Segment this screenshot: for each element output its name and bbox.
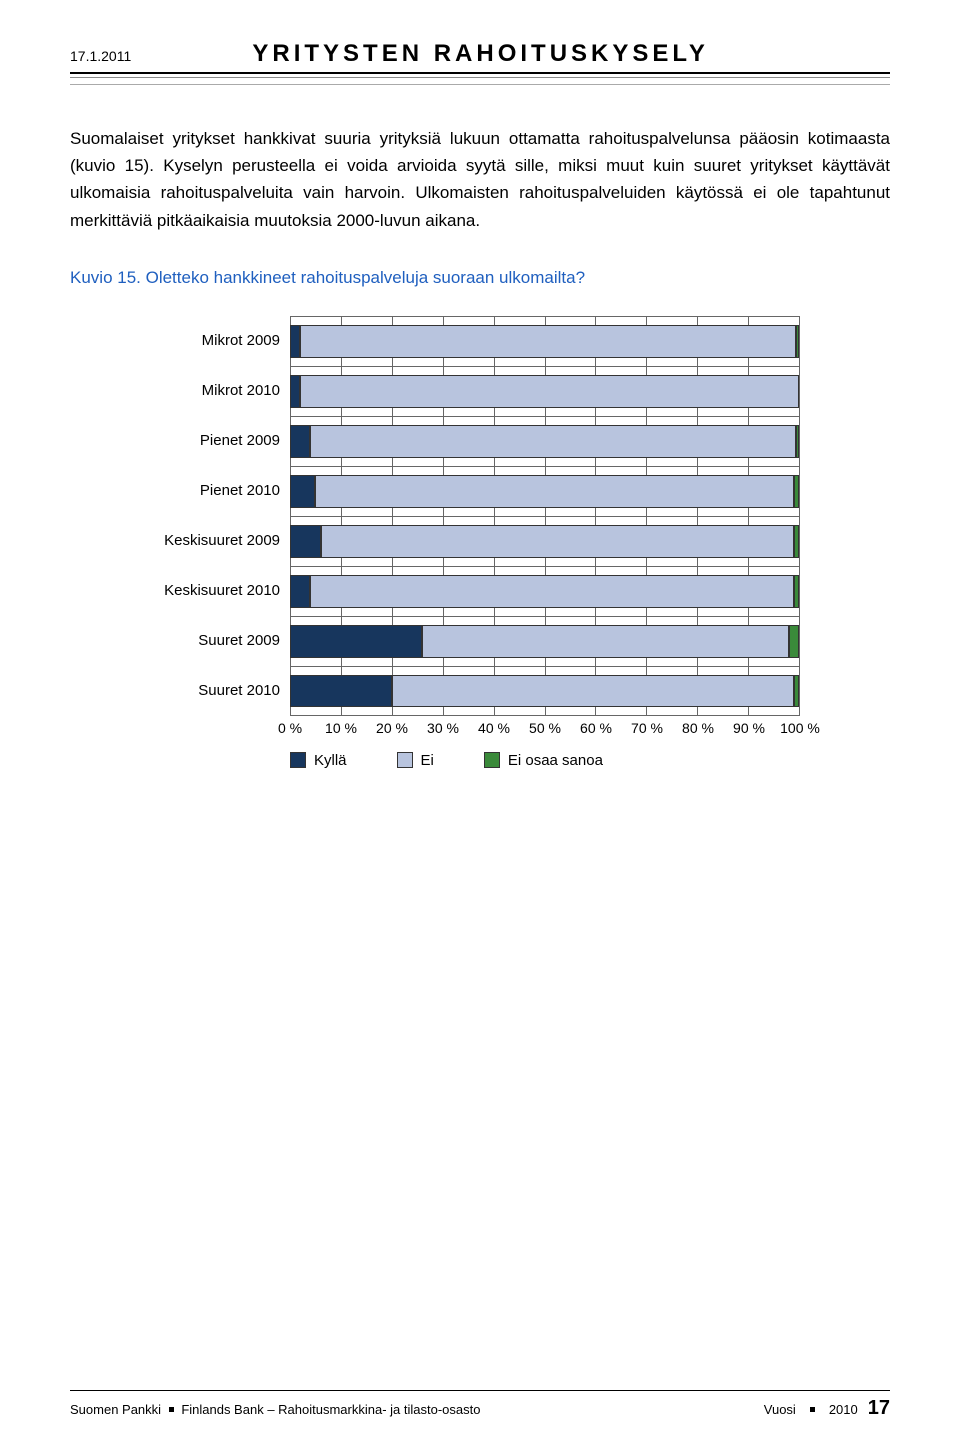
footer-left: Suomen Pankki Finlands Bank – Rahoitusma… <box>70 1402 480 1417</box>
header-date: 17.1.2011 <box>70 48 131 64</box>
chart-row-label: Suuret 2010 <box>140 682 290 699</box>
page-title: YRITYSTEN RAHOITUSKYSELY <box>131 40 830 68</box>
chart-row-label: Pienet 2009 <box>140 432 290 449</box>
chart-x-axis: 0 %10 %20 %30 %40 %50 %60 %70 %80 %90 %1… <box>290 716 800 738</box>
x-tick-label: 40 % <box>478 720 510 736</box>
legend-swatch <box>397 752 413 768</box>
body-paragraph: Suomalaiset yritykset hankkivat suuria y… <box>70 125 890 234</box>
chart-row-bars <box>290 416 800 466</box>
chart-row: Keskisuuret 2009 <box>140 516 800 566</box>
bar-segment-dk <box>796 325 799 358</box>
bar-segment-yes <box>290 675 392 707</box>
chart-row-bars <box>290 366 800 416</box>
x-tick-label: 50 % <box>529 720 561 736</box>
chart: Mikrot 2009 Mikrot 2010 Pienet 2009 Pienet … <box>140 316 800 769</box>
chart-legend: Kyllä Ei Ei osaa sanoa <box>290 752 800 769</box>
bar-segment-dk <box>794 475 799 508</box>
legend-label: Kyllä <box>314 752 347 769</box>
page-footer: Suomen Pankki Finlands Bank – Rahoitusma… <box>70 1390 890 1420</box>
bar-segment-no <box>392 675 794 707</box>
chart-row-bars <box>290 316 800 366</box>
x-tick-label: 80 % <box>682 720 714 736</box>
chart-row-bars <box>290 466 800 516</box>
bar-segment-yes <box>290 525 321 558</box>
chart-row-label: Suuret 2009 <box>140 632 290 649</box>
bar-segment-dk <box>794 575 799 608</box>
x-tick-label: 20 % <box>376 720 408 736</box>
chart-row-label: Mikrot 2010 <box>140 382 290 399</box>
bar-segment-no <box>300 375 799 408</box>
header-rule <box>70 72 890 78</box>
bar-segment-dk <box>794 675 799 707</box>
page-number: 17 <box>868 1397 890 1420</box>
chart-row: Pienet 2010 <box>140 466 800 516</box>
footer-right: Vuosi 2010 17 <box>764 1397 890 1420</box>
chart-row-bars <box>290 666 800 716</box>
legend-label: Ei osaa sanoa <box>508 752 603 769</box>
bar-segment-dk <box>796 425 799 458</box>
chart-row-bars <box>290 566 800 616</box>
chart-row-label: Mikrot 2009 <box>140 332 290 349</box>
bar-segment-yes <box>290 425 310 458</box>
chart-row: Mikrot 2010 <box>140 366 800 416</box>
bar-segment-no <box>310 425 796 458</box>
bar-segment-no <box>321 525 794 558</box>
bar-segment-no <box>315 475 793 508</box>
bar-segment-dk <box>794 525 799 558</box>
chart-row-label: Keskisuuret 2010 <box>140 582 290 599</box>
chart-row-bars <box>290 616 800 666</box>
legend-swatch <box>290 752 306 768</box>
x-tick-label: 0 % <box>278 720 302 736</box>
chart-row: Mikrot 2009 <box>140 316 800 366</box>
bar-segment-no <box>422 625 788 658</box>
x-tick-label: 30 % <box>427 720 459 736</box>
bar-segment-yes <box>290 625 422 658</box>
bar-segment-no <box>310 575 794 608</box>
bar-segment-yes <box>290 325 300 358</box>
x-tick-label: 10 % <box>325 720 357 736</box>
legend-item: Kyllä <box>290 752 347 769</box>
figure-caption: Kuvio 15. Oletteko hankkineet rahoituspa… <box>70 268 890 288</box>
bar-segment-dk <box>789 625 799 658</box>
bar-segment-yes <box>290 475 315 508</box>
header-rule-thin <box>70 84 890 85</box>
legend-item: Ei osaa sanoa <box>484 752 603 769</box>
x-tick-label: 90 % <box>733 720 765 736</box>
bar-segment-yes <box>290 375 300 408</box>
legend-swatch <box>484 752 500 768</box>
chart-row: Suuret 2010 <box>140 666 800 716</box>
bar-segment-no <box>300 325 796 358</box>
legend-item: Ei <box>397 752 434 769</box>
chart-row: Pienet 2009 <box>140 416 800 466</box>
chart-row-label: Keskisuuret 2009 <box>140 532 290 549</box>
x-tick-label: 100 % <box>780 720 820 736</box>
chart-row: Suuret 2009 <box>140 616 800 666</box>
bar-segment-yes <box>290 575 310 608</box>
chart-row-label: Pienet 2010 <box>140 482 290 499</box>
x-tick-label: 60 % <box>580 720 612 736</box>
chart-row: Keskisuuret 2010 <box>140 566 800 616</box>
chart-row-bars <box>290 516 800 566</box>
x-tick-label: 70 % <box>631 720 663 736</box>
legend-label: Ei <box>421 752 434 769</box>
